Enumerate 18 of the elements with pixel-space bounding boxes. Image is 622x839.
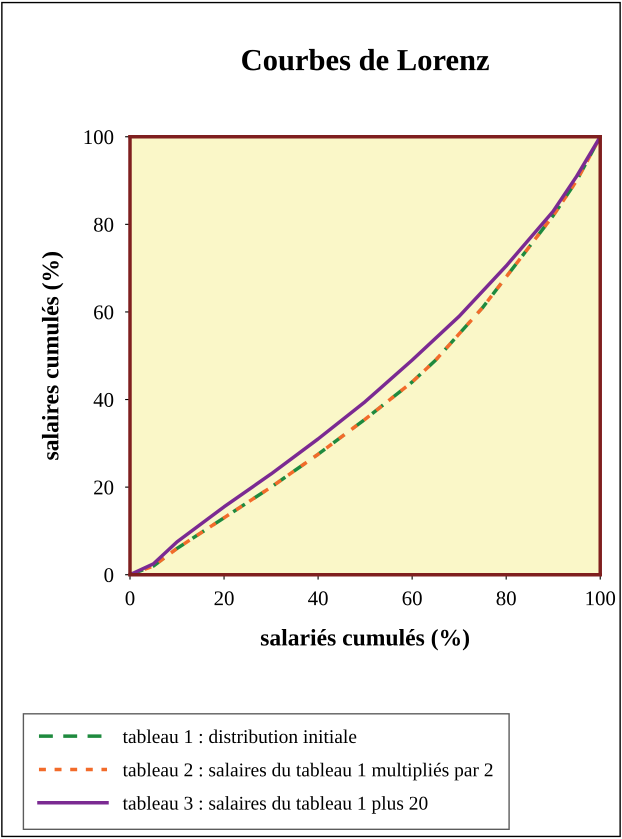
legend-label: tableau 2 : salaires du tableau 1 multipliés par 2 [122, 762, 492, 780]
x-tick-label: 60 [402, 591, 422, 606]
legend-label: tableau 1 : distribution initiale [122, 729, 356, 744]
x-tick-label: 40 [308, 591, 328, 606]
y-tick-label: 80 [94, 218, 114, 232]
x-tick-label: 0 [126, 591, 134, 606]
x-axis-title: salariés cumulés (%) [260, 629, 469, 650]
y-tick-label: 0 [104, 568, 114, 582]
y-tick-label: 40 [94, 392, 114, 407]
y-tick-label: 100 [84, 130, 114, 144]
x-tick-label: 100 [586, 591, 616, 606]
legend-label: tableau 3 : salaires du tableau 1 plus 20 [122, 796, 428, 814]
x-tick-label: 80 [496, 591, 516, 606]
y-axis-title: salaires cumulés (%) [42, 252, 64, 460]
chart-title: Courbes de Lorenz [242, 48, 489, 70]
y-tick-label: 20 [94, 480, 114, 495]
x-tick-label: 20 [214, 591, 234, 606]
y-tick-label: 60 [94, 305, 114, 320]
